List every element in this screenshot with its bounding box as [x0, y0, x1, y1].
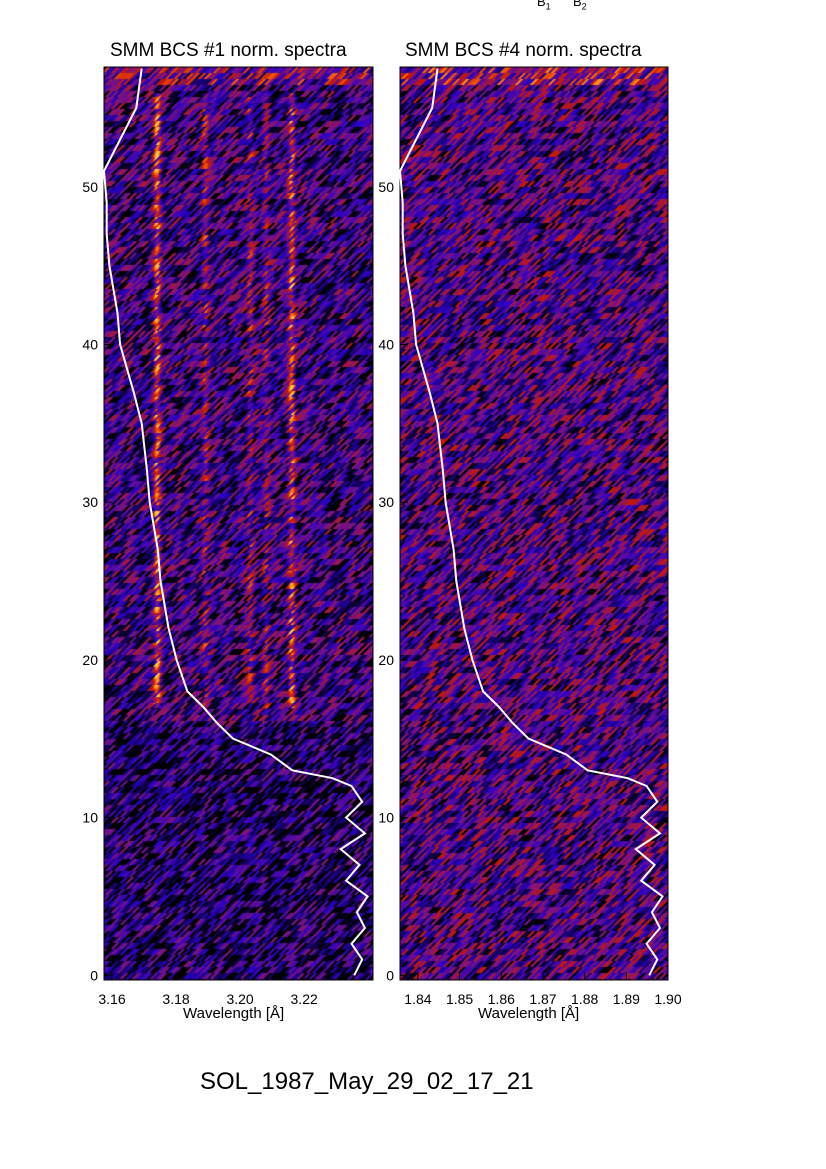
x-tick-label: 1.89	[613, 991, 640, 1007]
y-tick-label: 20	[378, 652, 394, 668]
x-tick-label: 3.20	[226, 991, 253, 1007]
panel1-xlabel: Wavelength [Å]	[183, 1005, 285, 1022]
event-id-caption: SOL_1987_May_29_02_17_21	[200, 1068, 534, 1095]
y-tick-label: 20	[82, 652, 98, 668]
y-tick-label: 50	[82, 179, 98, 195]
x-tick-label: 3.16	[98, 991, 125, 1007]
y-tick-label: 0	[386, 967, 394, 983]
x-tick-label: 1.84	[404, 991, 431, 1007]
panel2-light-curve	[398, 68, 664, 976]
y-tick-label: 50	[378, 179, 394, 195]
label-b1: B1	[537, 0, 551, 12]
x-tick-label: 1.90	[654, 991, 681, 1007]
x-tick-label: 1.85	[446, 991, 473, 1007]
x-tick-label: 1.87	[529, 991, 556, 1007]
y-tick-label: 40	[378, 337, 394, 353]
label-b2: B2	[573, 0, 587, 12]
x-tick-label: 3.18	[162, 991, 189, 1007]
panel2-title: SMM BCS #4 norm. spectra	[405, 40, 642, 61]
x-tick-label: 1.86	[488, 991, 515, 1007]
panel1-frame	[103, 66, 374, 981]
panel1-light-curve	[102, 68, 369, 976]
y-tick-label: 30	[82, 494, 98, 510]
y-tick-label: 10	[82, 810, 98, 826]
panel1-spectrogram	[104, 67, 373, 980]
y-tick-label: 40	[82, 337, 98, 353]
x-tick-label: 3.22	[291, 991, 318, 1007]
x-tick-label: 1.88	[571, 991, 598, 1007]
y-tick-label: 10	[378, 810, 394, 826]
panel2-frame	[399, 66, 669, 981]
panel2-spectrogram	[400, 67, 668, 980]
panel1-title: SMM BCS #1 norm. spectra	[110, 40, 347, 61]
panel2-xlabel: Wavelength [Å]	[478, 1005, 580, 1022]
y-tick-label: 30	[378, 494, 394, 510]
y-tick-label: 0	[90, 967, 98, 983]
